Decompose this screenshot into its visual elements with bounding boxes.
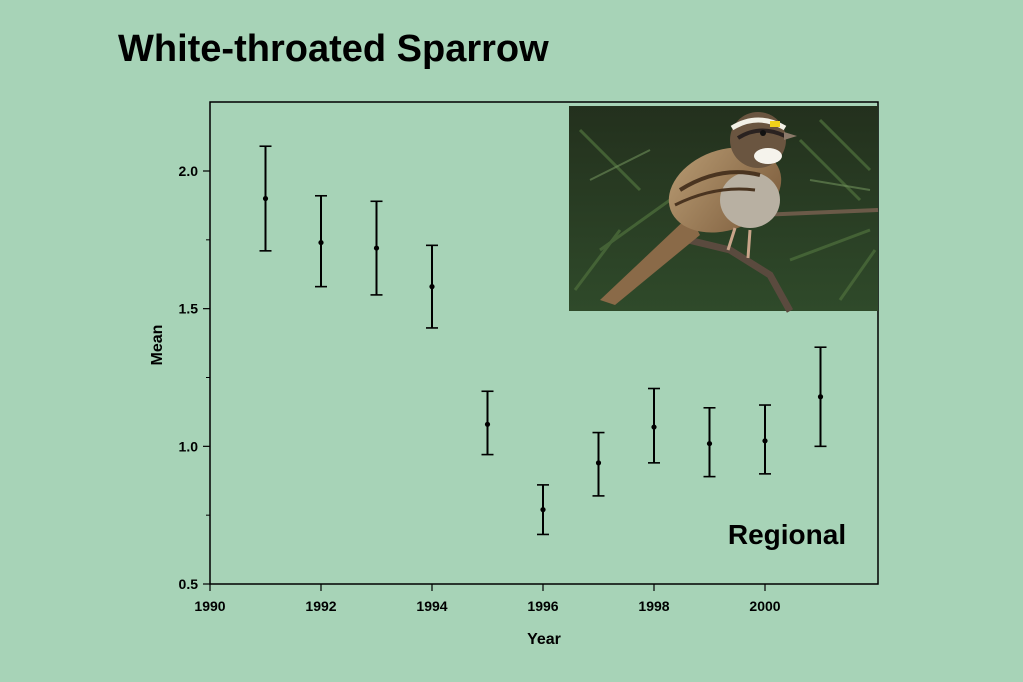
mean-point (706, 440, 713, 447)
x-tick-label: 2000 (749, 598, 780, 614)
mean-point (540, 507, 546, 513)
white-throated-sparrow-photo (569, 106, 879, 313)
mean-point (262, 195, 269, 202)
y-tick-label: 1.5 (179, 301, 199, 317)
x-tick-label: 1996 (527, 598, 558, 614)
plot-frame (209, 101, 879, 585)
mean-point (817, 394, 824, 400)
mean-point (651, 424, 657, 430)
mean-point (429, 284, 435, 290)
slide-title: White-throated Sparrow (118, 28, 549, 70)
x-tick-label: 1994 (416, 598, 447, 614)
x-tick-label: 1990 (194, 598, 225, 614)
mean-point (762, 438, 768, 444)
data-marks (259, 145, 827, 536)
x-tick-label: 1998 (638, 598, 669, 614)
y-axis-title: Mean (149, 325, 166, 366)
y-tick-label: 2.0 (179, 163, 199, 179)
y-tick-label: 0.5 (179, 576, 199, 592)
x-axis-title: Year (527, 631, 561, 648)
axes: 1990 1992 1994 1996 1998 2000 0.5 1.0 1.5 2.0 (179, 163, 781, 614)
y-tick-label: 1.0 (179, 438, 199, 454)
mean-point (595, 460, 602, 466)
mean-point (373, 245, 380, 251)
x-tick-label: 1992 (305, 598, 336, 614)
chart-annotation: Regional (728, 519, 846, 550)
mean-point (318, 239, 324, 246)
mean-point (484, 421, 491, 427)
